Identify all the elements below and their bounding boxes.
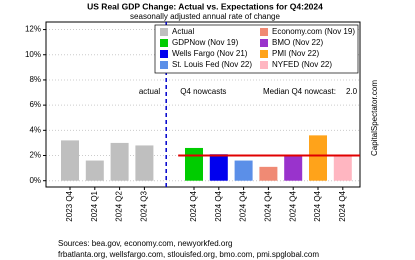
y-tick-label: 12% <box>25 25 41 34</box>
x-tick-label: 2024 Q3 <box>140 190 149 221</box>
x-tick-label: 2024 Q4 <box>214 190 223 221</box>
legend-label: Actual <box>172 27 194 36</box>
y-tick-label: 6% <box>29 100 41 109</box>
source-line: Sources: bea.gov, economy.com, newyorkfe… <box>58 239 232 248</box>
legend-swatch <box>160 28 168 36</box>
bar <box>135 145 154 181</box>
y-tick-label: 2% <box>29 151 41 160</box>
bar <box>61 140 79 181</box>
x-tick-label: 2024 Q4 <box>313 190 322 221</box>
bar <box>185 147 203 181</box>
legend-swatch <box>160 50 168 58</box>
legend-label: Economy.com (Nov 19) <box>272 27 355 36</box>
plot-frame <box>45 21 361 188</box>
x-tick-label: 2024 Q1 <box>90 190 99 221</box>
source-line: frbatlanta.org, wellsfargo.com, stlouisf… <box>58 250 319 259</box>
bar <box>259 166 278 181</box>
legend-box <box>154 24 359 74</box>
legend-label: St. Louis Fed (Nov 22) <box>172 60 252 69</box>
x-tick-label: 2024 Q2 <box>115 190 124 221</box>
legend-label: PMI (Nov 22) <box>272 49 319 58</box>
x-tick-label: 2024 Q4 <box>264 190 273 221</box>
x-tick-label: 2024 Q4 <box>338 190 347 221</box>
bar <box>309 135 327 181</box>
bar <box>284 155 303 181</box>
median-value: 2.0 <box>346 87 358 96</box>
legend-swatch <box>260 39 268 47</box>
annotation: Q4 nowcasts <box>180 87 226 96</box>
legend-swatch <box>160 61 168 69</box>
watermark: CapitalSpectator.com <box>370 80 379 156</box>
chart-title: US Real GDP Change: Actual vs. Expectati… <box>87 1 323 11</box>
chart-subtitle: seasonally adjusted annual rate of chang… <box>130 12 280 21</box>
legend-label: NYFED (Nov 22) <box>272 60 332 69</box>
x-tick-label: 2024 Q4 <box>288 190 297 221</box>
bar <box>234 160 253 181</box>
bar <box>209 154 228 181</box>
annotation: actual <box>139 87 161 96</box>
legend-swatch <box>260 61 268 69</box>
legend-label: BMO (Nov 22) <box>272 38 323 47</box>
legend-swatch <box>260 28 268 36</box>
x-tick-label: 2023 Q4 <box>65 190 74 221</box>
y-tick-label: 4% <box>29 125 41 134</box>
legend-label: Wells Fargo (Nov 21) <box>172 49 248 58</box>
y-tick-label: 0% <box>29 176 41 185</box>
bar <box>85 160 104 181</box>
x-tick-label: 2024 Q4 <box>189 190 198 221</box>
legend-label: GDPNow (Nov 19) <box>172 38 239 47</box>
bar <box>333 155 352 181</box>
legend-swatch <box>260 50 268 58</box>
x-tick-label: 2024 Q4 <box>239 190 248 221</box>
y-tick-label: 8% <box>29 75 41 84</box>
bar <box>110 142 129 181</box>
legend-swatch <box>160 39 168 47</box>
median-label: Median Q4 nowcast: <box>263 87 336 96</box>
y-tick-label: 10% <box>25 50 41 59</box>
